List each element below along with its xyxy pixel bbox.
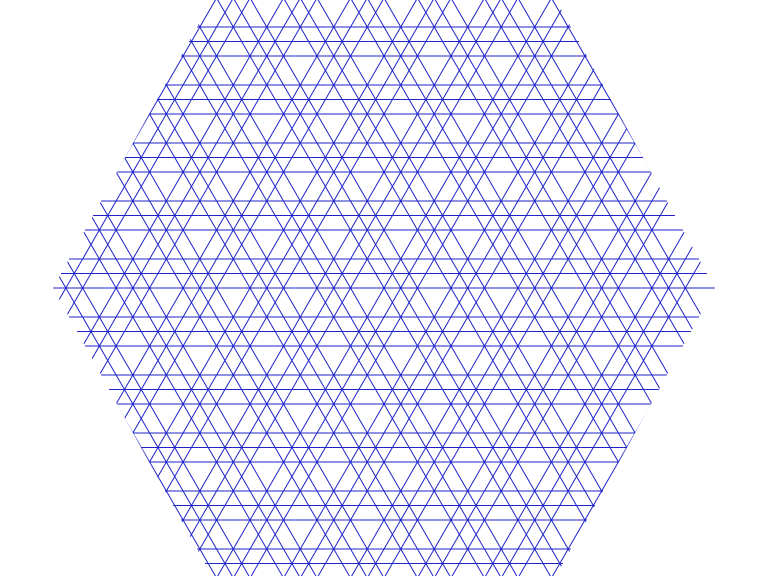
lattice-line-diagonal-up <box>0 0 9 576</box>
lattice-line-diagonal-down <box>55 0 715 576</box>
lattice-line-diagonal-down-offset <box>53 0 663 576</box>
lattice-line-diagonal-down-offset <box>743 0 768 576</box>
lattice-line-diagonal-down-offset <box>53 0 596 576</box>
lattice-line-diagonal-up-offset <box>743 0 768 576</box>
lattice-line-diagonal-down-offset <box>206 0 715 576</box>
lattice-line-diagonal-down <box>0 0 42 576</box>
lattice-line-diagonal-down <box>89 0 715 576</box>
lattice-line-diagonal-up <box>759 0 768 576</box>
lattice-line-diagonal-down-offset <box>53 0 715 576</box>
lattice-line-diagonal-down <box>156 0 715 576</box>
lattice-line-diagonal-down <box>53 0 715 576</box>
lattice-line-diagonal-down-offset <box>53 0 529 576</box>
lattice-line-diagonal-down <box>53 0 715 576</box>
lattice-line-diagonal-up-offset <box>53 0 60 576</box>
lattice-line-diagonal-up <box>0 0 42 576</box>
lattice-line-diagonal-down-offset <box>53 0 60 576</box>
lattice-line-diagonal-down <box>122 0 715 576</box>
lattice-line-diagonal-down <box>726 0 768 576</box>
lattice-line-diagonal-down <box>759 0 768 576</box>
lattice-line-diagonal-down <box>53 0 579 576</box>
lattice-line-diagonal-down-offset <box>53 0 715 576</box>
lattice-line-diagonal-up <box>726 0 768 576</box>
lattice-line-diagonal-down <box>53 0 545 576</box>
lattice-line-diagonal-down <box>53 0 713 576</box>
lattice-line-diagonal-down <box>0 0 9 576</box>
lattice-line-diagonal-down <box>189 0 715 576</box>
lattice-line-diagonal-down <box>223 0 715 576</box>
lattice-line-diagonal-down-offset <box>72 0 715 576</box>
lattice-line-diagonal-down <box>53 0 679 576</box>
lattice-line-diagonal-down-offset <box>139 0 715 576</box>
lattice-line-diagonal-down <box>53 0 646 576</box>
lattice-line-diagonal-down <box>53 0 612 576</box>
